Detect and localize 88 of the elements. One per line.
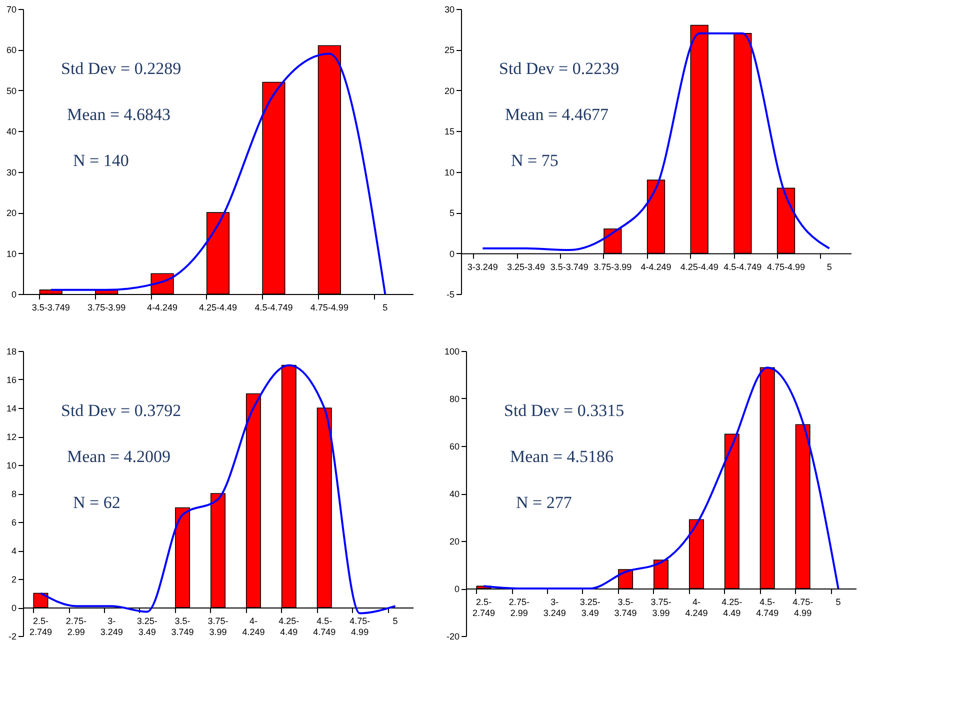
x-tick-label: 4-4.249: [685, 597, 708, 618]
x-tick-label: 4-4.249: [242, 616, 265, 637]
line-series: [40, 364, 396, 614]
x-tick-label: 4.75-4.99: [350, 616, 370, 637]
x-tick-label: 3.75-3.99: [88, 302, 126, 312]
x-tick-label: 3.5-3.749: [614, 597, 637, 618]
x-tick-label: 5: [392, 616, 398, 626]
x-tick-label: 3.5-3.749: [550, 262, 588, 272]
x-tick-label: 4-4.249: [147, 302, 178, 312]
y-tick-label: 14: [6, 404, 16, 414]
x-tick-label: 4.25-4.49: [278, 616, 300, 637]
y-tick-label: -2: [8, 632, 16, 642]
y-tick-label: 70: [6, 4, 16, 14]
y-tick-label: 20: [449, 536, 460, 546]
y-tick-label: 10: [6, 248, 16, 259]
annotation: Std Dev = 0.2239: [499, 59, 620, 78]
x-tick-label: 3.75-3.99: [594, 262, 632, 272]
annotation: N = 75: [511, 151, 558, 170]
x-tick-label: 3.5-3.749: [171, 616, 194, 637]
x-tick-label: 3.75-3.99: [208, 616, 228, 637]
annotation: Mean = 4.5186: [510, 447, 614, 466]
y-tick-label: 0: [11, 290, 16, 300]
y-tick-label: 30: [444, 4, 454, 14]
x-tick-label: 3.25-3.49: [136, 616, 158, 637]
annotation: N = 62: [73, 493, 120, 512]
y-tick-label: 60: [6, 45, 16, 56]
line-series: [482, 366, 840, 590]
x-tick-label: 4.5-4.749: [313, 616, 336, 637]
x-tick-label: 4.5-4.749: [724, 262, 762, 272]
y-tick-label: 18: [6, 346, 16, 356]
x-tick-label: 2.75-2.99: [508, 597, 530, 618]
x-tick-label: 2.75-2.99: [66, 616, 86, 637]
x-tick-label: 3-3.249: [467, 262, 498, 272]
y-tick-label: 60: [449, 442, 460, 452]
x-tick-label: 5: [826, 262, 832, 272]
y-tick-label: 15: [444, 126, 454, 137]
y-tick-label: 4: [11, 546, 16, 556]
y-tick-label: 40: [449, 489, 460, 499]
y-tick-label: 12: [6, 432, 16, 442]
x-tick-label: 3-3.249: [100, 616, 123, 637]
x-tick-label: 4.75-4.99: [792, 597, 814, 618]
line-series: [482, 32, 830, 252]
y-tick-label: 80: [449, 394, 460, 404]
x-tick-label: 2.5-2.749: [29, 616, 52, 637]
annotation: Mean = 4.2009: [67, 447, 171, 466]
x-tick-label: 4.25-4.49: [198, 302, 238, 312]
x-tick-label: 3.25-3.49: [580, 597, 600, 618]
y-tick-label: 2: [11, 574, 16, 584]
annotation: Mean = 4.6843: [67, 105, 171, 124]
y-tick-label: 100: [444, 346, 460, 356]
x-tick-label: 3-3.249: [543, 597, 566, 618]
x-tick-label: 4.25-4.49: [680, 262, 718, 272]
x-tick-label: 3.25-3.49: [506, 262, 546, 272]
annotation: Std Dev = 0.3315: [504, 401, 624, 420]
x-tick-label: 4.75-4.99: [310, 302, 348, 312]
y-tick-label: 16: [6, 375, 16, 385]
x-tick-label: 3.75-3.99: [650, 597, 672, 618]
x-tick-label: 5: [382, 302, 388, 312]
annotation: Std Dev = 0.3792: [61, 401, 182, 420]
y-tick-label: 40: [6, 126, 16, 137]
y-tick-label: 8: [11, 489, 16, 499]
y-tick-label: 10: [444, 167, 454, 178]
line-series: [50, 52, 386, 295]
y-tick-label: -20: [446, 632, 460, 642]
x-tick-label: 4.5-4.749: [254, 302, 293, 312]
x-tick-label: 4.75-4.99: [766, 262, 806, 272]
annotation: N = 277: [516, 493, 572, 512]
x-tick-label: 5: [836, 597, 841, 607]
x-tick-label: 4-4.249: [640, 262, 672, 272]
y-tick-label: -5: [446, 290, 454, 300]
x-tick-label: 4.5-4.749: [756, 597, 779, 618]
y-tick-label: 0: [454, 584, 460, 594]
y-tick-label: 0: [11, 603, 16, 613]
y-tick-label: 20: [444, 86, 454, 96]
annotation: N = 140: [73, 151, 129, 170]
y-tick-label: 20: [6, 208, 16, 218]
x-tick-label: 3.5-3.749: [32, 302, 70, 312]
x-tick-label: 4.25-4.49: [722, 597, 742, 618]
annotation: Std Dev = 0.2289: [61, 59, 182, 78]
y-tick-label: 50: [6, 86, 16, 96]
y-tick-label: 30: [6, 167, 16, 178]
y-tick-label: 10: [6, 460, 16, 470]
y-tick-label: 25: [444, 45, 454, 56]
y-tick-label: 0: [449, 248, 454, 259]
x-tick-label: 2.5-2.749: [472, 597, 495, 618]
y-tick-label: 6: [11, 518, 16, 528]
y-tick-label: 5: [449, 208, 454, 218]
annotation: Mean = 4.4677: [505, 105, 610, 124]
